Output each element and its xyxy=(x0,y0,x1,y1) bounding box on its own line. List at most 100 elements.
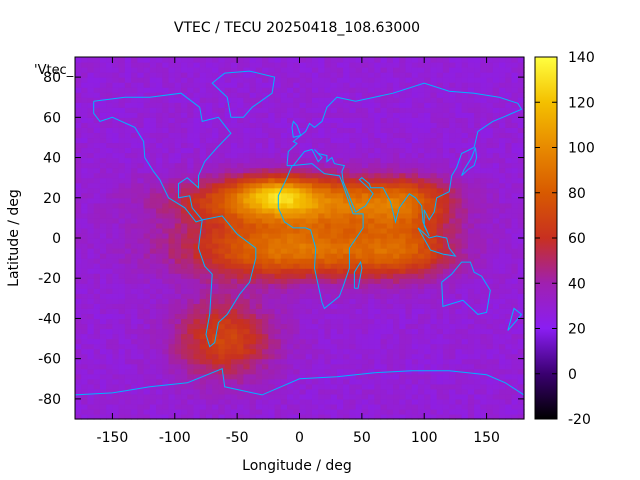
heatmap-cell xyxy=(480,308,488,315)
heatmap-cell xyxy=(93,137,101,144)
heatmap-cell xyxy=(287,383,294,390)
heatmap-cell xyxy=(492,107,500,113)
heatmap-cell xyxy=(199,227,207,234)
heatmap-cell xyxy=(405,413,413,420)
heatmap-cell xyxy=(499,222,506,229)
heatmap-cell xyxy=(268,288,276,294)
heatmap-cell xyxy=(455,92,463,98)
heatmap-cell xyxy=(118,202,126,209)
heatmap-cell xyxy=(162,72,170,78)
heatmap-cell xyxy=(249,87,257,93)
heatmap-cell xyxy=(305,278,313,284)
heatmap-cell xyxy=(87,283,95,289)
heatmap-cell xyxy=(411,57,419,63)
heatmap-cell xyxy=(424,348,432,355)
heatmap-cell xyxy=(343,303,350,309)
heatmap-cell xyxy=(156,303,163,309)
heatmap-cell xyxy=(262,338,269,345)
heatmap-cell xyxy=(137,338,145,345)
heatmap-cell xyxy=(492,303,500,309)
heatmap-cell xyxy=(411,308,419,315)
heatmap-cell xyxy=(93,393,101,400)
heatmap-cell xyxy=(287,408,294,415)
heatmap-cell xyxy=(480,298,488,304)
heatmap-cell xyxy=(262,197,269,204)
heatmap-cell xyxy=(455,152,463,159)
heatmap-cell xyxy=(274,82,282,88)
heatmap-cell xyxy=(336,232,344,239)
heatmap-cell xyxy=(380,177,388,184)
heatmap-cell xyxy=(168,413,176,420)
heatmap-cell xyxy=(417,222,425,229)
heatmap-cell xyxy=(75,403,82,410)
heatmap-cell xyxy=(368,273,375,279)
heatmap-cell xyxy=(436,222,444,229)
heatmap-cell xyxy=(436,403,444,410)
heatmap-cell xyxy=(480,142,488,149)
heatmap-cell xyxy=(330,368,338,375)
heatmap-cell xyxy=(455,62,463,68)
heatmap-cell xyxy=(424,192,432,199)
heatmap-cell xyxy=(187,87,195,93)
heatmap-cell xyxy=(218,248,226,254)
heatmap-cell xyxy=(205,107,213,113)
heatmap-cell xyxy=(249,248,257,254)
heatmap-cell xyxy=(374,263,382,269)
heatmap-cell xyxy=(480,293,488,299)
heatmap-cell xyxy=(255,117,263,123)
heatmap-cell xyxy=(262,192,269,199)
heatmap-cell xyxy=(486,383,494,390)
heatmap-cell xyxy=(417,388,425,395)
heatmap-cell xyxy=(399,197,407,204)
heatmap-cell xyxy=(436,323,444,330)
heatmap-cell xyxy=(93,127,101,134)
heatmap-cell xyxy=(249,363,257,370)
heatmap-cell xyxy=(311,67,319,73)
heatmap-cell xyxy=(218,388,226,395)
heatmap-cell xyxy=(430,217,438,224)
heatmap-cell xyxy=(299,283,307,289)
heatmap-cell xyxy=(305,363,313,370)
heatmap-cell xyxy=(393,77,400,83)
heatmap-cell xyxy=(411,227,419,234)
heatmap-cell xyxy=(449,112,457,118)
heatmap-cell xyxy=(187,152,195,159)
heatmap-cell xyxy=(480,318,488,325)
heatmap-cell xyxy=(436,202,444,209)
heatmap-cell xyxy=(99,82,107,88)
heatmap-cell xyxy=(93,273,101,279)
heatmap-cell xyxy=(268,238,276,244)
heatmap-cell xyxy=(212,132,220,139)
heatmap-cell xyxy=(380,207,388,214)
heatmap-cell xyxy=(467,393,475,400)
heatmap-cell xyxy=(262,283,269,289)
heatmap-cell xyxy=(137,162,145,169)
heatmap-cell xyxy=(268,388,276,395)
heatmap-cell xyxy=(386,378,394,385)
heatmap-cell xyxy=(405,57,413,63)
heatmap-cell xyxy=(343,197,350,204)
heatmap-cell xyxy=(274,398,282,405)
heatmap-cell xyxy=(336,278,344,284)
heatmap-cell xyxy=(386,182,394,189)
heatmap-cell xyxy=(436,308,444,315)
heatmap-cell xyxy=(212,273,220,279)
heatmap-cell xyxy=(318,217,326,224)
heatmap-cell xyxy=(99,177,107,184)
heatmap-cell xyxy=(218,298,226,304)
heatmap-cell xyxy=(386,343,394,350)
heatmap-cell xyxy=(205,97,213,103)
heatmap-cell xyxy=(324,202,332,209)
heatmap-cell xyxy=(87,243,95,249)
heatmap-cell xyxy=(93,87,101,93)
heatmap-cell xyxy=(324,177,332,184)
heatmap-cell xyxy=(393,232,400,239)
heatmap-cell xyxy=(149,197,157,204)
heatmap-cell xyxy=(99,167,107,174)
heatmap-cell xyxy=(417,343,425,350)
heatmap-cell xyxy=(442,338,450,345)
heatmap-cell xyxy=(124,303,132,309)
heatmap-cell xyxy=(249,157,257,164)
heatmap-cell xyxy=(131,278,138,284)
heatmap-cell xyxy=(449,182,457,189)
